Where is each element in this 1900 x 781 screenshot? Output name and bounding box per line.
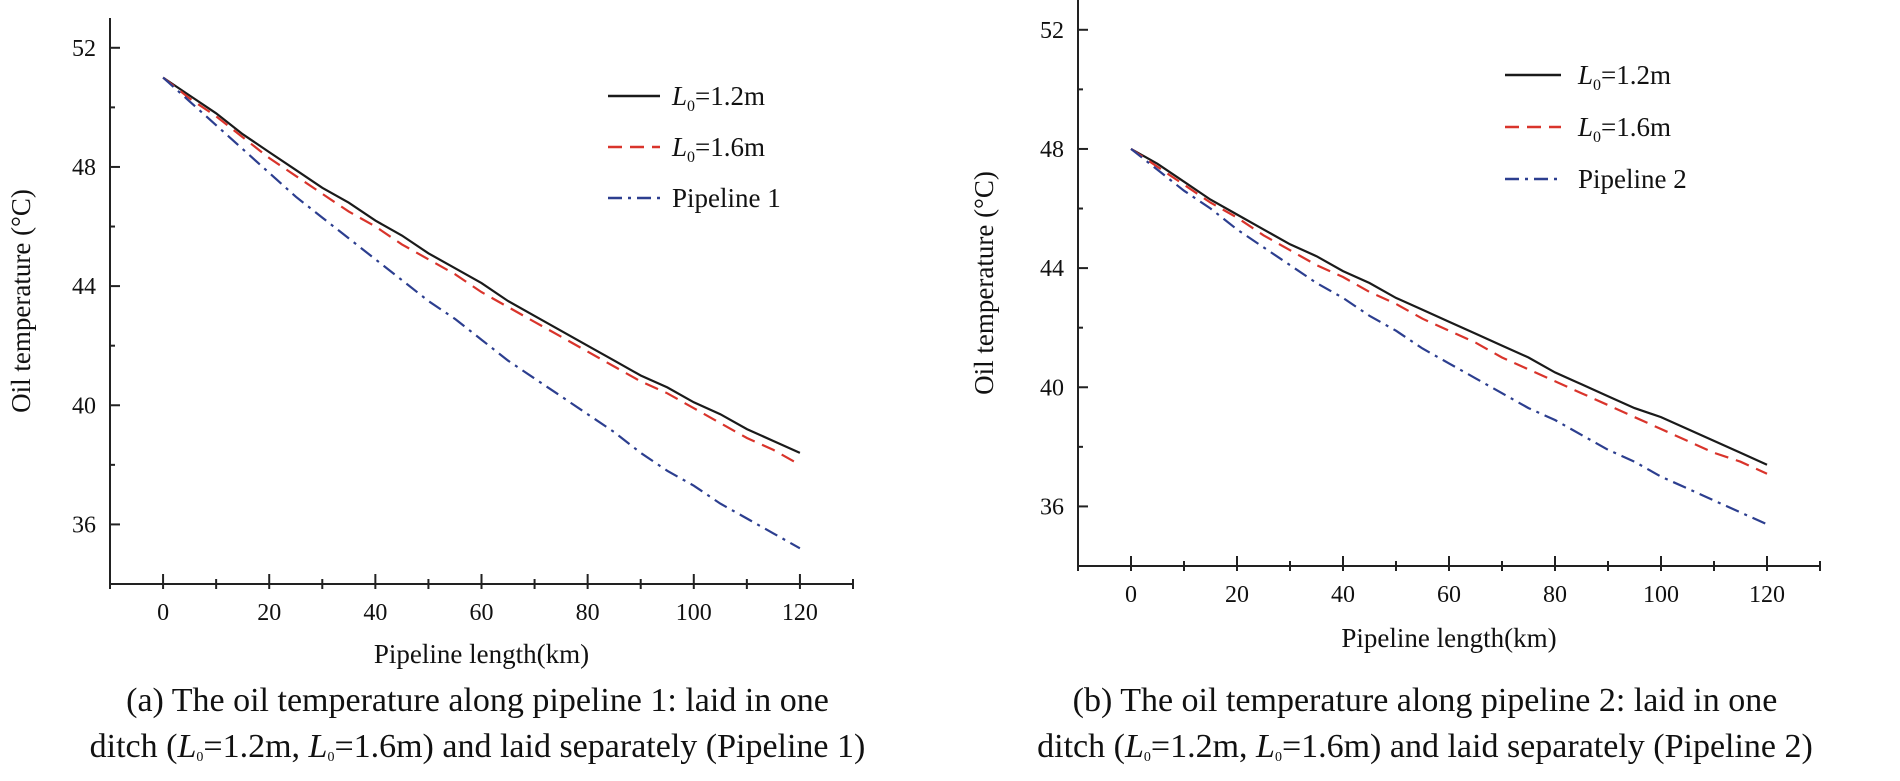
x-tick-label: 40 <box>1331 582 1355 608</box>
caption-a-text: ditch ( <box>89 728 178 765</box>
x-tick-label: 20 <box>257 600 281 626</box>
caption-b-subscript: 0 <box>1143 750 1151 765</box>
y-axis-label: Oil temperature (°C) <box>969 171 999 395</box>
series-line-1 <box>162 76 801 454</box>
caption-a: (a) The oil temperature along pipeline 1… <box>0 678 955 781</box>
x-tick-label: 20 <box>1225 582 1249 608</box>
x-axis-label: Pipeline length(km) <box>1341 623 1556 653</box>
caption-b-text: =1.2m, <box>1150 728 1257 765</box>
caption-b-text: ditch ( <box>1037 728 1125 765</box>
series-line-3 <box>162 76 801 550</box>
caption-a-text: =1.6m) and laid separately (Pipeline 1) <box>334 728 866 765</box>
x-tick-label: 100 <box>1643 582 1679 608</box>
caption-b-subscript: 0 <box>1274 750 1282 765</box>
x-tick-label: 0 <box>157 600 169 626</box>
x-tick-label: 120 <box>1749 582 1785 608</box>
y-tick-label: 48 <box>72 155 96 181</box>
caption-b-symbol: L <box>1124 728 1144 765</box>
x-tick-label: 60 <box>470 600 494 626</box>
y-tick-label: 44 <box>72 274 96 300</box>
caption-b-line1: (b) The oil temperature along pipeline 2… <box>1072 682 1778 719</box>
series-line-3 <box>1130 148 1768 526</box>
caption-a-line1: (a) The oil temperature along pipeline 1… <box>126 682 829 719</box>
x-tick-label: 100 <box>676 600 712 626</box>
y-tick-label: 36 <box>1040 494 1064 520</box>
x-tick-label: 40 <box>363 600 387 626</box>
legend-label: L0=1.2m <box>671 81 765 115</box>
series-line-2 <box>162 76 801 466</box>
chart-b: 36 40 44 48 52 0 20 40 60 80 100 120 Pipeline length… <box>969 0 1821 653</box>
x-axis-label: Pipeline length(km) <box>374 639 589 669</box>
legend-label: L0=1.2m <box>1577 60 1671 94</box>
y-tick-label: 36 <box>72 512 96 538</box>
caption-b-line2: ditch (L0=1.2m, L0=1.6m) and laid separa… <box>950 724 1900 781</box>
caption-b-text: =1.6m) and laid separately (Pipeline 2) <box>1281 728 1813 765</box>
y-tick-label: 52 <box>72 36 96 62</box>
caption-b-symbol: L <box>1256 728 1275 765</box>
y-tick-label: 40 <box>1040 375 1064 401</box>
caption-b: (b) The oil temperature along pipeline 2… <box>950 678 1900 781</box>
series-line-2 <box>1130 147 1768 475</box>
y-axis-label: Oil temperature (°C) <box>6 189 36 413</box>
y-tick-label: 44 <box>1040 256 1064 282</box>
x-tick-label: 120 <box>782 600 818 626</box>
y-tick-label: 52 <box>1040 18 1064 44</box>
x-tick-label: 0 <box>1125 582 1137 608</box>
legend-label: L0=1.6m <box>671 132 765 166</box>
legend-label: L0=1.6m <box>1577 112 1671 146</box>
x-tick-label: 80 <box>576 600 600 626</box>
chart-a: 36 40 44 48 52 0 20 40 60 80 100 120 Pipeline length… <box>6 18 854 669</box>
caption-a-symbol: L <box>308 728 328 765</box>
y-tick-label: 48 <box>1040 137 1064 163</box>
caption-a-symbol: L <box>177 728 197 765</box>
x-tick-label: 60 <box>1437 582 1461 608</box>
caption-a-line2: ditch (L0=1.2m, L0=1.6m) and laid separa… <box>0 724 955 781</box>
caption-a-text: =1.2m, <box>203 728 309 765</box>
x-tick-label: 80 <box>1543 582 1567 608</box>
y-tick-label: 40 <box>72 393 96 419</box>
series-line-1 <box>1130 147 1768 466</box>
caption-a-subscript: 0 <box>196 750 204 765</box>
legend-label: Pipeline 2 <box>1578 164 1687 194</box>
legend-label: Pipeline 1 <box>672 183 781 213</box>
caption-a-subscript: 0 <box>327 750 335 765</box>
